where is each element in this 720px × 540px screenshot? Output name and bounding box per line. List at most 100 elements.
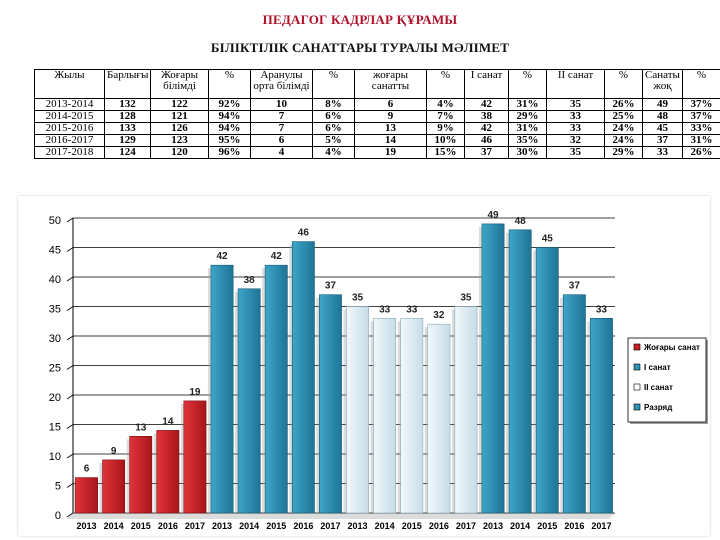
table-cell: 95% [208, 134, 251, 147]
data-label: 38 [244, 275, 256, 286]
data-label: 33 [596, 304, 608, 315]
table-cell: 31% [682, 134, 720, 147]
y-tick-label: 30 [49, 333, 61, 345]
x-tick-label: 2013 [212, 521, 232, 531]
gridline-depth [66, 276, 74, 282]
bar-chart: 6 9 13 14 19 42 38 42 46 37 35 33 33 32 35 49 48 45 37 33 0… [49, 210, 708, 531]
data-label: 37 [569, 281, 581, 292]
table-cell: 126 [150, 122, 209, 135]
table-cell: 30% [508, 146, 547, 159]
table-header-cell: % [208, 69, 251, 99]
legend-label: I санат [644, 363, 671, 372]
table-year-cell: 2014-2015 [34, 110, 105, 123]
y-tick-label: 50 [49, 215, 61, 227]
table-cell: 8% [312, 98, 355, 111]
table-cell: 37% [682, 98, 720, 111]
gridline-depth [66, 424, 74, 429]
table-cell: 6 [250, 134, 313, 147]
y-tick-label: 45 [49, 245, 61, 257]
x-tick-label: 2014 [104, 521, 124, 531]
data-label: 37 [325, 281, 337, 292]
table-cell: 45 [642, 122, 683, 135]
y-tick-label: 15 [49, 422, 61, 434]
table-cell: 4 [250, 146, 313, 159]
table-cell: 132 [104, 98, 151, 111]
chart-floor [67, 513, 615, 519]
table-cell: 33% [682, 122, 720, 135]
table-cell: 6% [312, 122, 355, 135]
bar [75, 477, 98, 514]
table-header-cell: Барлығы [104, 69, 151, 99]
data-label: 48 [515, 216, 527, 227]
table-cell: 92% [208, 98, 251, 111]
table-row: 2017-2018 124 120 96% 4 4% 19 15% 37 30% 35 29% 33 26… [34, 146, 720, 159]
bar [535, 247, 559, 514]
bar [291, 241, 315, 514]
legend-swatch [633, 383, 641, 391]
data-label: 42 [216, 251, 228, 262]
table-header-cell: Жылы [34, 69, 105, 99]
y-tick-label: 5 [55, 481, 61, 493]
table-cell: 19 [354, 146, 427, 159]
x-tick-label: 2014 [239, 521, 259, 531]
bar [319, 294, 342, 514]
x-tick-label: 2017 [320, 521, 340, 531]
table-row: 2015-2016 133 126 94% 7 6% 13 9% 42 31% 33 24% 45 33% [34, 122, 720, 135]
x-tick-label: 2017 [591, 521, 611, 531]
gridline-depth [66, 483, 74, 488]
table-cell: 96% [208, 146, 251, 159]
y-tick-label: 35 [49, 304, 61, 316]
table-header-cell: жоғары санатты [354, 69, 427, 99]
bar [156, 430, 180, 514]
data-label: 33 [406, 304, 418, 315]
table-header-row: Жылы Барлығы Жоғары білімді% Аранулы орта б… [34, 69, 720, 99]
table-cell: 4% [426, 98, 465, 111]
x-tick-label: 2016 [158, 521, 178, 531]
legend-swatch [633, 403, 641, 411]
y-tick-label: 10 [49, 451, 61, 463]
bar [481, 223, 505, 514]
table-cell: 94% [208, 110, 251, 123]
table-row: 2013-2014 132 122 92% 10 8% 6 4% 42 31% 35 26% 49 37% [34, 98, 720, 111]
gridline-depth [66, 335, 74, 341]
page-subtitle: БІЛІКТІЛІК САНАТТАРЫ ТУРАЛЫ МӘЛІМЕТ [210, 40, 510, 55]
table-year-cell: 2015-2016 [34, 122, 105, 135]
table-cell: 35 [546, 146, 605, 159]
x-tick-label: 2015 [131, 521, 151, 531]
table-cell: 25% [604, 110, 643, 123]
table-cell: 15% [426, 146, 465, 159]
table-cell: 46 [464, 134, 509, 147]
table-cell: 94% [208, 122, 251, 135]
x-tick-label: 2014 [375, 521, 395, 531]
table-cell: 120 [150, 146, 209, 159]
table-cell: 26% [604, 98, 643, 111]
table-cell: 133 [104, 122, 151, 135]
data-label: 32 [433, 310, 445, 321]
legend-label: Разряд [644, 403, 672, 412]
data-label: 9 [111, 446, 117, 457]
legend [627, 337, 707, 423]
gridline-depth [66, 365, 74, 370]
table-cell: 13 [354, 122, 427, 135]
bar [346, 306, 369, 514]
data-label: 49 [487, 210, 499, 221]
table-cell: 4% [312, 146, 355, 159]
table-cell: 9 [354, 110, 427, 123]
table-cell: 129 [104, 134, 151, 147]
table-cell: 7 [250, 110, 313, 123]
bar [508, 229, 532, 514]
table-cell: 37 [642, 134, 683, 147]
table-cell: 122 [150, 98, 209, 111]
x-tick-label: 2016 [429, 521, 449, 531]
table-cell: 121 [150, 110, 209, 123]
gridline-depth [66, 306, 74, 311]
bar [454, 306, 478, 514]
table-cell: 42 [464, 122, 509, 135]
table-header-cell: % [604, 69, 643, 99]
table-cell: 9% [426, 122, 465, 135]
table-cell: 29% [604, 146, 643, 159]
x-tick-label: 2013 [483, 521, 503, 531]
gridline-depth [66, 512, 74, 518]
legend-swatch [633, 363, 641, 371]
table-cell: 48 [642, 110, 683, 123]
